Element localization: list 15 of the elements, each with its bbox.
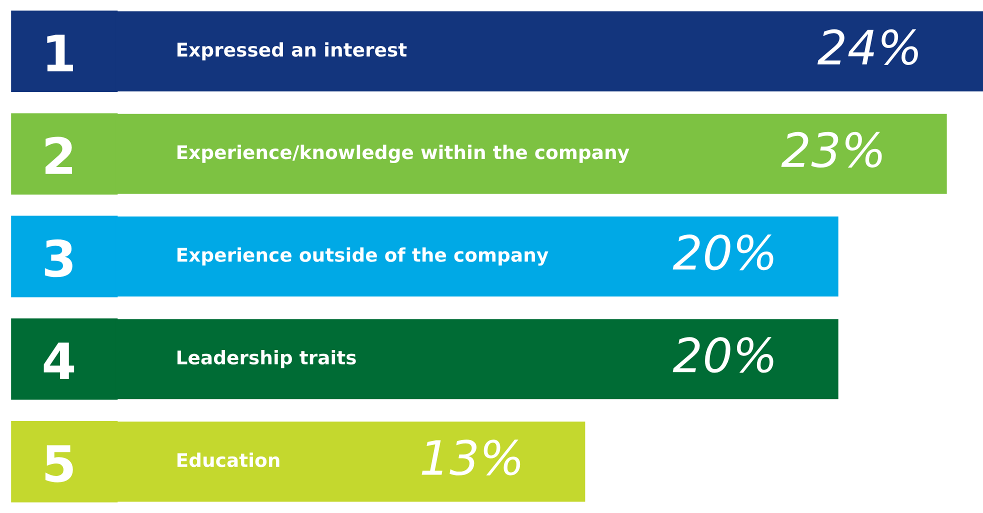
data-label: 23% — [781, 132, 882, 168]
text: 2 — [46, 136, 72, 174]
data-label: 20% — [672, 234, 774, 270]
y-tick-label: Experience/knowledge within the company — [177, 144, 630, 164]
data-label: 24% — [817, 29, 918, 65]
text: 3 — [44, 239, 72, 278]
data-label: 20% — [672, 337, 774, 373]
text: 1 — [47, 34, 73, 72]
data-label: 13% — [422, 440, 520, 476]
y-tick-label: Education — [177, 452, 280, 468]
y-tick-label: Expressed an interest — [177, 42, 407, 60]
y-tick-label: Leadership traits — [177, 350, 356, 368]
text: 5 — [45, 445, 73, 482]
text: 4 — [44, 342, 74, 380]
y-tick-label: Experience outside of the company — [177, 247, 548, 266]
